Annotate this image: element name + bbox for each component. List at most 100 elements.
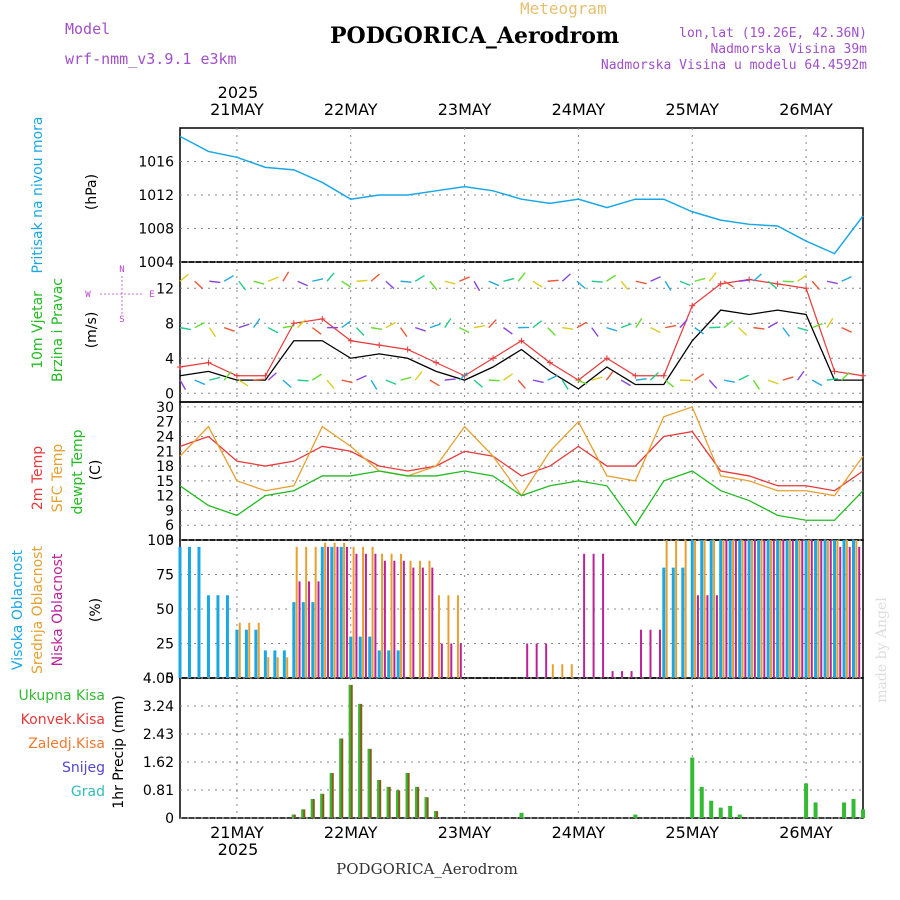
wind-gust-marker-8 (404, 346, 411, 353)
wind-barb-2-16 (414, 274, 425, 282)
wind-barb-0-4 (238, 379, 249, 387)
xlabel-bottom-1: 22MAY (324, 823, 378, 842)
wind-gust-marker-3 (262, 372, 269, 379)
wind-barb-0-19 (458, 372, 468, 381)
ytick-2-9: 30 (156, 400, 174, 416)
precip-bar-28 (861, 809, 865, 818)
wind-barb-0-25 (547, 374, 558, 381)
precip-bar-19 (699, 786, 704, 818)
lonlat-label: lon,lat (19.26E, 42.36N) (679, 26, 867, 41)
precip-legend-3: Snijeg (62, 760, 105, 776)
wind-barb-1-25 (547, 327, 556, 336)
wind-barb-0-2 (209, 376, 221, 381)
wind-barb-0-36 (708, 379, 718, 389)
xlabel-top-3: 24MAY (552, 100, 606, 119)
wind-barb-0-0 (179, 379, 187, 391)
year-bottom: 2025 (218, 840, 259, 859)
wind-ylabel: 10m Vjetar (30, 291, 46, 369)
wind-barb-1-30 (620, 323, 632, 329)
wind-gust-marker-15 (603, 355, 610, 362)
wind-barb-2-32 (650, 276, 661, 282)
wind-barb-2-18 (444, 280, 456, 285)
wind-gust-marker-19 (717, 280, 724, 287)
precip-bar-total-12 (405, 773, 408, 818)
precip-ylabel: 1hr Precip (mm) (111, 695, 127, 808)
precip-bar-17 (633, 814, 638, 818)
pressure-line (179, 135, 864, 255)
wind-gust-marker-21 (774, 280, 781, 287)
ytick-4-2: 1.62 (143, 755, 174, 771)
meteogram-label: Meteogram (520, 0, 607, 18)
wind-gust-marker-23 (831, 368, 838, 375)
watermark: made by Angel (874, 597, 890, 703)
wind-barb-2-2 (209, 280, 221, 284)
wind-barb-0-42 (796, 370, 805, 381)
wind-barb-0-43 (811, 379, 823, 387)
wind-barb-0-6 (267, 372, 277, 381)
wind-barb-0-14 (385, 379, 397, 385)
precip-bar-total-9 (377, 779, 380, 818)
wind-barb-2-14 (385, 280, 395, 290)
wind-gust-marker-22 (803, 285, 810, 292)
wind-barb-0-18 (444, 378, 456, 381)
wind-barb-0-41 (782, 376, 794, 381)
precip-bar-total-7 (358, 703, 361, 818)
wind-gust-marker-6 (347, 337, 354, 344)
wind-gust-marker-0 (177, 364, 183, 370)
precip-bar-total-10 (386, 786, 389, 818)
precip-bar-26 (842, 802, 847, 818)
wind-barb-2-11 (341, 280, 352, 288)
year-top: 2025 (218, 83, 259, 102)
wind-gust-marker-24 (860, 372, 866, 379)
ytick-3-3: 75 (156, 568, 174, 584)
wind-gust-marker-16 (632, 372, 639, 379)
wind-barb-0-26 (561, 379, 569, 390)
wind-barb-0-29 (605, 370, 614, 381)
xlabel-top-5: 26MAY (779, 100, 833, 119)
ytick-3-0: 0 (165, 671, 174, 687)
wind-barb-0-3 (223, 371, 232, 381)
wind-gust-marker-13 (546, 359, 553, 366)
wind-barb-0-10 (326, 379, 335, 390)
wind-gust-marker-4 (290, 320, 297, 327)
wind-barb-2-22 (503, 277, 515, 282)
wind-barb-1-33 (665, 324, 677, 329)
compass-e: E (149, 290, 154, 300)
wind-barb-2-39 (752, 273, 762, 282)
wind-barb-2-38 (738, 279, 750, 282)
wind-barb-2-41 (782, 280, 794, 283)
wind-barb-2-33 (664, 280, 672, 292)
pressure-ylabel: Pritisak na nivou mora (30, 116, 46, 273)
wind-barb-2-28 (591, 280, 603, 283)
wind-gust-marker-12 (518, 337, 525, 344)
wind-barb-2-40 (767, 280, 778, 289)
precip-bar-total-14 (424, 797, 427, 818)
elevation-label: Nadmorska Visina 39m (710, 42, 867, 57)
xlabel-bottom-0: 21MAY (210, 823, 264, 842)
wind-barb-1-38 (738, 327, 748, 336)
wind-barb-2-30 (620, 280, 629, 291)
wind-gust-marker-18 (689, 302, 696, 309)
wind-barb-0-5 (253, 378, 265, 381)
temp-line-1 (179, 406, 864, 497)
model-label: Model (65, 20, 110, 38)
precip-bar-27 (851, 798, 856, 818)
wind-barb-0-24 (532, 379, 544, 384)
wind-barb-0-16 (414, 371, 423, 381)
precip-bar-total-3 (320, 793, 323, 818)
wind-barb-2-26 (561, 273, 571, 282)
ytick-3-4: 100 (147, 533, 174, 549)
wind-barb-2-8 (297, 280, 308, 287)
wind-barb-1-13 (371, 326, 383, 331)
ytick-1-1: 4 (165, 351, 174, 367)
cloud-ylabel: Visoka Oblacnost (10, 549, 26, 670)
wind-barb-1-15 (399, 327, 408, 338)
wind-barb-0-8 (297, 379, 309, 382)
ytick-0-2: 1012 (138, 188, 174, 204)
compass-n: N (119, 265, 124, 275)
precip-bar-25 (813, 802, 818, 818)
precip-bar-total-2 (310, 798, 313, 818)
wind-barb-0-27 (576, 379, 588, 385)
wind-barb-2-31 (635, 280, 647, 285)
wind-barb-1-35 (694, 327, 705, 335)
